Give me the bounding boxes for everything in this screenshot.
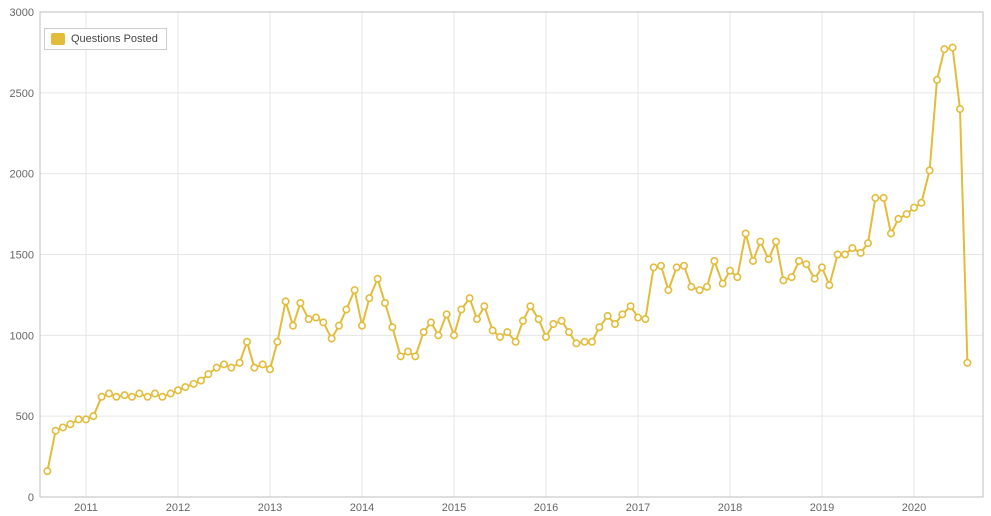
svg-text:0: 0 bbox=[28, 492, 34, 504]
svg-text:2000: 2000 bbox=[10, 169, 34, 181]
legend: Questions Posted bbox=[44, 28, 167, 50]
time-series-chart: 0 500 1000 1500 2000 2500 3000 2011 2012 2013 2014… bbox=[0, 0, 991, 516]
svg-text:2012: 2012 bbox=[166, 502, 190, 514]
svg-text:2013: 2013 bbox=[258, 502, 282, 514]
legend-label: Questions Posted bbox=[71, 33, 158, 45]
svg-text:500: 500 bbox=[16, 411, 34, 423]
svg-text:2015: 2015 bbox=[442, 502, 466, 514]
svg-text:1000: 1000 bbox=[10, 330, 34, 342]
svg-text:2017: 2017 bbox=[626, 502, 650, 514]
svg-text:2500: 2500 bbox=[10, 88, 34, 100]
chart-svg: 0 500 1000 1500 2000 2500 3000 2011 2012 2013 2014… bbox=[0, 0, 991, 516]
svg-text:2011: 2011 bbox=[74, 502, 98, 514]
svg-text:2018: 2018 bbox=[718, 502, 742, 514]
svg-text:1500: 1500 bbox=[10, 250, 34, 262]
svg-text:3000: 3000 bbox=[10, 7, 34, 19]
legend-swatch bbox=[51, 33, 65, 45]
svg-text:2014: 2014 bbox=[350, 502, 374, 514]
svg-text:2019: 2019 bbox=[810, 502, 834, 514]
svg-text:2016: 2016 bbox=[534, 502, 558, 514]
svg-text:2020: 2020 bbox=[902, 502, 926, 514]
